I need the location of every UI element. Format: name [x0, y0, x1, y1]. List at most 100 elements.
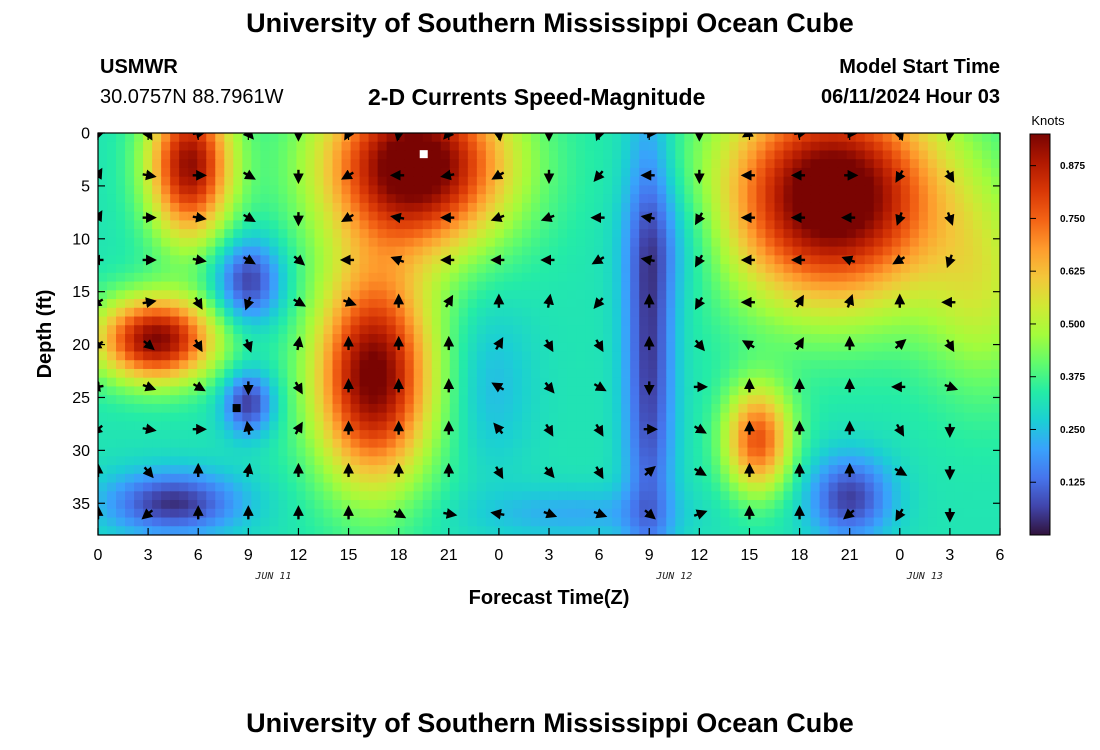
colorbar-label: Knots	[1031, 113, 1065, 128]
x-axis: 0 3 6 9 12 15 18 21 0 3 6 9 12 15 18 21 0 3 6 JUN 11 JUN 12 J…	[94, 133, 1005, 582]
current-vector	[390, 212, 405, 224]
current-vector	[894, 465, 908, 476]
current-vector	[693, 339, 705, 352]
current-vector	[141, 508, 154, 520]
plot-markers	[232, 150, 428, 413]
x-tick-label: 18	[390, 547, 408, 564]
x-tick-label: 0	[494, 547, 503, 564]
current-vector	[490, 508, 505, 520]
current-vector	[142, 297, 157, 308]
current-vector	[443, 294, 454, 308]
x-tick-label: 21	[440, 547, 458, 564]
station-name: USMWR	[100, 56, 178, 78]
y-tick-label: 10	[72, 231, 90, 248]
current-vector	[593, 508, 608, 519]
speed-heatmap	[98, 133, 1000, 535]
x-tick-label: 3	[545, 547, 554, 564]
current-vector	[98, 210, 103, 223]
current-vector	[98, 423, 104, 435]
current-vector	[593, 170, 605, 183]
current-vector	[594, 133, 605, 142]
current-vector	[694, 254, 706, 268]
y-tick-label: 5	[81, 178, 90, 195]
x-tick-label: 9	[244, 547, 253, 564]
current-vector	[543, 293, 554, 308]
current-vector	[793, 294, 804, 308]
x-date-label: JUN 11	[254, 571, 291, 582]
current-vector	[593, 339, 604, 353]
current-vector	[843, 294, 855, 308]
current-vector	[340, 169, 354, 180]
current-vector	[841, 255, 856, 266]
current-vector	[192, 339, 203, 353]
current-vector	[944, 381, 959, 392]
current-vector	[895, 212, 906, 226]
current-vector	[842, 508, 855, 520]
current-vector	[142, 466, 154, 479]
current-vector	[493, 466, 504, 480]
current-vector	[644, 508, 656, 520]
colorbar-tick-label: 0.250	[1060, 425, 1085, 436]
model-start-value: 06/11/2024 Hour 03	[820, 86, 1000, 108]
x-tick-label: 0	[895, 547, 904, 564]
x-tick-label: 15	[741, 547, 759, 564]
current-vector	[443, 508, 458, 519]
current-vector	[98, 381, 104, 392]
y-tick-label: 35	[72, 496, 90, 513]
current-vector	[440, 169, 455, 181]
current-vector	[242, 133, 254, 140]
current-vector	[443, 133, 455, 140]
current-vector	[591, 254, 605, 265]
x-tick-label: 9	[645, 547, 654, 564]
colorbar-tick-label: 0.875	[1060, 161, 1085, 172]
current-vector	[98, 296, 104, 307]
current-vector	[741, 340, 755, 351]
current-vector	[694, 212, 706, 226]
current-vector	[893, 133, 905, 142]
current-vector	[344, 133, 355, 141]
current-vector	[390, 255, 405, 266]
x-tick-label: 0	[94, 547, 103, 564]
current-vector	[540, 211, 555, 223]
colorbar-scale	[1029, 133, 1051, 536]
current-vector	[340, 211, 354, 223]
current-vector	[242, 254, 256, 265]
current-vector	[292, 421, 303, 435]
x-tick-label: 6	[194, 547, 203, 564]
current-vector	[342, 296, 357, 307]
y-tick-label: 0	[81, 126, 90, 143]
current-vector	[143, 339, 155, 351]
current-vector	[793, 337, 804, 350]
square-marker	[232, 404, 241, 413]
page-title-footer: University of Southern Mississippi Ocean…	[246, 708, 854, 738]
current-vector	[243, 296, 255, 311]
current-vector	[892, 254, 906, 265]
current-vector	[543, 508, 558, 519]
x-date-label: JUN 13	[906, 571, 943, 582]
current-vector	[243, 420, 255, 435]
current-vector	[640, 254, 655, 266]
x-tick-label: 3	[945, 547, 954, 564]
current-vector	[491, 382, 505, 393]
x-date-label: JUN 12	[655, 571, 692, 582]
colorbar-tick-label: 0.125	[1060, 478, 1085, 489]
current-vector	[142, 169, 157, 181]
x-tick-label: 6	[595, 547, 604, 564]
chart-subtitle: 2-D Currents Speed-Magnitude	[368, 84, 706, 110]
current-vector	[493, 133, 504, 142]
x-tick-label: 3	[144, 547, 153, 564]
current-vector	[493, 422, 505, 435]
current-vector	[894, 338, 907, 351]
current-vector	[292, 335, 304, 351]
current-vector	[242, 462, 254, 478]
current-vector	[393, 508, 407, 519]
current-vector	[142, 423, 157, 435]
current-vector	[945, 254, 956, 269]
colorbar-tick-label: 0.625	[1060, 267, 1085, 278]
current-vector	[543, 423, 554, 437]
colorbar-tick-label: 0.375	[1060, 372, 1085, 383]
current-vector	[644, 465, 656, 477]
current-vector	[493, 337, 504, 350]
colorbar: Knots 0.125 0.250 0.375 0.500 0.625 0.750 0.87…	[1029, 113, 1085, 536]
